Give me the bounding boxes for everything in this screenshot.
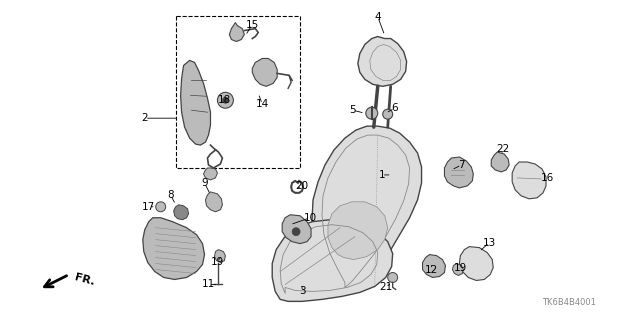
Text: 3: 3 — [299, 286, 305, 296]
Polygon shape — [312, 126, 422, 294]
Text: 18: 18 — [218, 95, 231, 105]
Text: 12: 12 — [425, 264, 438, 275]
Text: 4: 4 — [374, 11, 381, 22]
Polygon shape — [328, 202, 388, 260]
Text: 9: 9 — [201, 178, 208, 188]
Polygon shape — [229, 23, 244, 41]
Text: TK6B4B4001: TK6B4B4001 — [542, 298, 596, 307]
Text: 21: 21 — [379, 282, 392, 293]
Polygon shape — [512, 162, 546, 199]
Text: 17: 17 — [142, 202, 156, 212]
Polygon shape — [252, 58, 277, 86]
Text: FR.: FR. — [73, 272, 95, 287]
Polygon shape — [492, 152, 509, 172]
Circle shape — [218, 92, 234, 108]
Text: 1: 1 — [378, 170, 385, 180]
Circle shape — [388, 272, 397, 282]
Circle shape — [156, 202, 166, 212]
Text: 5: 5 — [349, 105, 356, 115]
Text: 19: 19 — [454, 263, 467, 272]
Polygon shape — [272, 220, 393, 301]
Polygon shape — [143, 218, 205, 279]
Polygon shape — [204, 168, 218, 180]
Text: 15: 15 — [246, 19, 259, 30]
Text: 20: 20 — [296, 181, 308, 191]
Text: 10: 10 — [303, 213, 317, 223]
Polygon shape — [422, 255, 445, 278]
Text: 19: 19 — [211, 256, 224, 267]
Polygon shape — [205, 192, 223, 212]
Text: 22: 22 — [497, 144, 510, 154]
Polygon shape — [180, 60, 211, 145]
Polygon shape — [444, 157, 474, 188]
Polygon shape — [452, 263, 463, 276]
Circle shape — [383, 109, 393, 119]
Polygon shape — [460, 247, 493, 280]
Text: 11: 11 — [202, 279, 215, 289]
Polygon shape — [282, 215, 311, 244]
Text: 13: 13 — [483, 238, 496, 248]
Text: 2: 2 — [141, 113, 148, 123]
Text: 16: 16 — [540, 173, 554, 183]
Text: 14: 14 — [255, 99, 269, 109]
Text: 7: 7 — [458, 160, 465, 170]
Circle shape — [366, 107, 378, 119]
Text: 6: 6 — [392, 103, 398, 113]
Polygon shape — [358, 37, 406, 86]
Circle shape — [292, 228, 300, 236]
Polygon shape — [173, 205, 189, 220]
Polygon shape — [214, 249, 225, 263]
Circle shape — [223, 97, 228, 103]
Text: 8: 8 — [167, 190, 174, 200]
